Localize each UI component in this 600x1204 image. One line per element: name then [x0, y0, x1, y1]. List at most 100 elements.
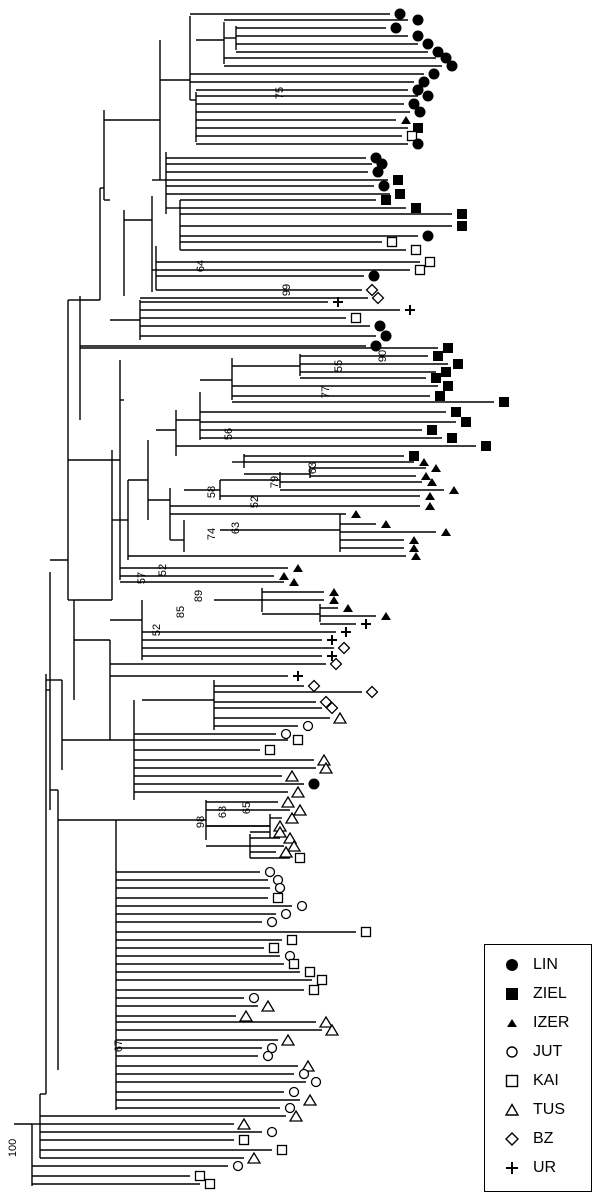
- tus-marker: [316, 753, 332, 766]
- bootstrap-labels: 75 64 99 55 90 77 56 63 79 52 58 74 63 57 52 89 85 52 98 63…: [7, 87, 389, 1157]
- ziel-marker: [443, 343, 453, 353]
- tus-marker: [238, 1009, 254, 1022]
- legend-label: ZIEL: [533, 985, 567, 1002]
- legend-item-kai: KAI: [503, 1069, 559, 1093]
- bz-marker: [365, 283, 379, 297]
- bz-marker: [365, 685, 379, 699]
- izer-marker: [409, 544, 419, 552]
- legend-label: BZ: [533, 1130, 554, 1147]
- lin-marker: [422, 90, 434, 102]
- kai-marker: [268, 942, 280, 954]
- jut-marker: [280, 908, 292, 920]
- legend-label: JUT: [533, 1043, 563, 1060]
- lin-marker: [372, 166, 384, 178]
- lin-marker: [368, 270, 380, 282]
- bootstrap-label: 100: [7, 1139, 19, 1157]
- legend-item-ziel: ZIEL: [503, 982, 567, 1006]
- jut-marker: [288, 1086, 300, 1098]
- jut-marker: [298, 1068, 310, 1080]
- kai-marker: [204, 1178, 216, 1190]
- lin-marker: [412, 138, 424, 150]
- ziel-marker: [441, 367, 451, 377]
- lin-marker: [422, 38, 434, 50]
- legend-label: UR: [533, 1159, 557, 1176]
- tus-marker: [288, 1109, 304, 1122]
- kai-marker: [286, 934, 298, 946]
- tus-marker: [284, 811, 300, 824]
- ziel-marker: [481, 441, 491, 451]
- ur-marker: [327, 635, 337, 645]
- bz-marker: [337, 641, 351, 655]
- ur-marker: [361, 619, 371, 629]
- ziel-marker: [381, 195, 391, 205]
- bootstrap-label: 52: [157, 564, 169, 576]
- kai-marker: [350, 312, 362, 324]
- tus-marker: [278, 845, 294, 858]
- kai-marker: [414, 264, 426, 276]
- izer-marker: [449, 486, 459, 494]
- lin-marker: [422, 230, 434, 242]
- lin-marker: [432, 46, 444, 58]
- bz-marker: [307, 679, 321, 693]
- ur-marker: [293, 671, 303, 681]
- izer-marker: [329, 596, 339, 604]
- bootstrap-label: 77: [320, 386, 332, 398]
- kai-marker: [424, 256, 436, 268]
- izer-marker: [419, 458, 429, 466]
- legend: LIN ZIEL IZER JUT KAI TUS BZ UR: [484, 944, 592, 1192]
- lin-marker: [412, 84, 424, 96]
- ur-marker: [327, 651, 337, 661]
- izer-marker: [381, 612, 391, 620]
- izer-marker: [343, 604, 353, 612]
- legend-item-bz: BZ: [503, 1127, 553, 1151]
- ziel-marker: [451, 407, 461, 417]
- bz-marker: [371, 291, 385, 305]
- tus-marker: [280, 1033, 296, 1046]
- tus-marker: [260, 999, 276, 1012]
- ur-marker: [341, 627, 351, 637]
- jut-marker: [274, 882, 286, 894]
- bz-marker: [319, 695, 333, 709]
- lin-marker: [412, 14, 424, 26]
- kai-marker: [194, 1170, 206, 1182]
- izer-marker: [279, 572, 289, 580]
- izer-marker: [329, 588, 339, 596]
- plus-icon: [506, 1162, 518, 1174]
- izer-marker: [293, 564, 303, 572]
- bz-marker: [329, 657, 343, 671]
- bootstrap-label: 65: [241, 802, 253, 814]
- jut-marker: [280, 728, 292, 740]
- bootstrap-label: 89: [193, 590, 205, 602]
- bootstrap-label: 79: [269, 476, 281, 488]
- jut-marker: [284, 1102, 296, 1114]
- jut-marker: [264, 866, 276, 878]
- kai-marker: [386, 236, 398, 248]
- tus-marker: [286, 839, 302, 852]
- bootstrap-label: 52: [151, 624, 163, 636]
- kai-marker: [272, 892, 284, 904]
- jut-marker: [296, 900, 308, 912]
- filled-circle-icon: [506, 959, 518, 971]
- tip-markers: [194, 8, 509, 1190]
- jut-marker: [232, 1160, 244, 1172]
- izer-marker: [441, 528, 451, 536]
- kai-marker: [308, 984, 320, 996]
- ziel-marker: [453, 359, 463, 369]
- lin-marker: [380, 330, 392, 342]
- izer-marker: [381, 520, 391, 528]
- izer-marker: [425, 502, 435, 510]
- lin-marker: [374, 320, 386, 332]
- izer-marker: [421, 472, 431, 480]
- izer-marker: [289, 578, 299, 586]
- bootstrap-label: 90: [377, 350, 389, 362]
- izer-marker: [401, 116, 411, 124]
- lin-marker: [414, 106, 426, 118]
- legend-label: IZER: [533, 1014, 570, 1031]
- tus-marker: [318, 1015, 334, 1028]
- tus-marker: [290, 785, 306, 798]
- tus-marker: [318, 761, 334, 774]
- ziel-marker: [443, 381, 453, 391]
- ur-marker: [333, 297, 343, 307]
- ziel-marker: [413, 123, 423, 133]
- izer-marker: [351, 510, 361, 518]
